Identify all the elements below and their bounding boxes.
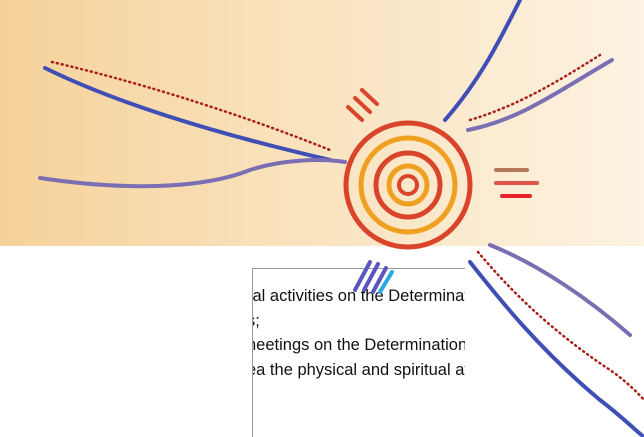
stroke: [348, 90, 377, 120]
stroke: [445, 0, 520, 120]
ring: [389, 166, 427, 204]
artwork: [0, 0, 644, 437]
ring: [399, 176, 417, 194]
stroke: [45, 68, 330, 160]
ring: [376, 153, 440, 217]
page: ral activities on the Determination Area…: [0, 0, 644, 437]
stroke: [470, 262, 644, 437]
dots: [52, 62, 330, 150]
ring: [346, 123, 470, 247]
stroke: [468, 60, 612, 130]
stroke: [40, 160, 345, 186]
dots: [470, 55, 600, 120]
